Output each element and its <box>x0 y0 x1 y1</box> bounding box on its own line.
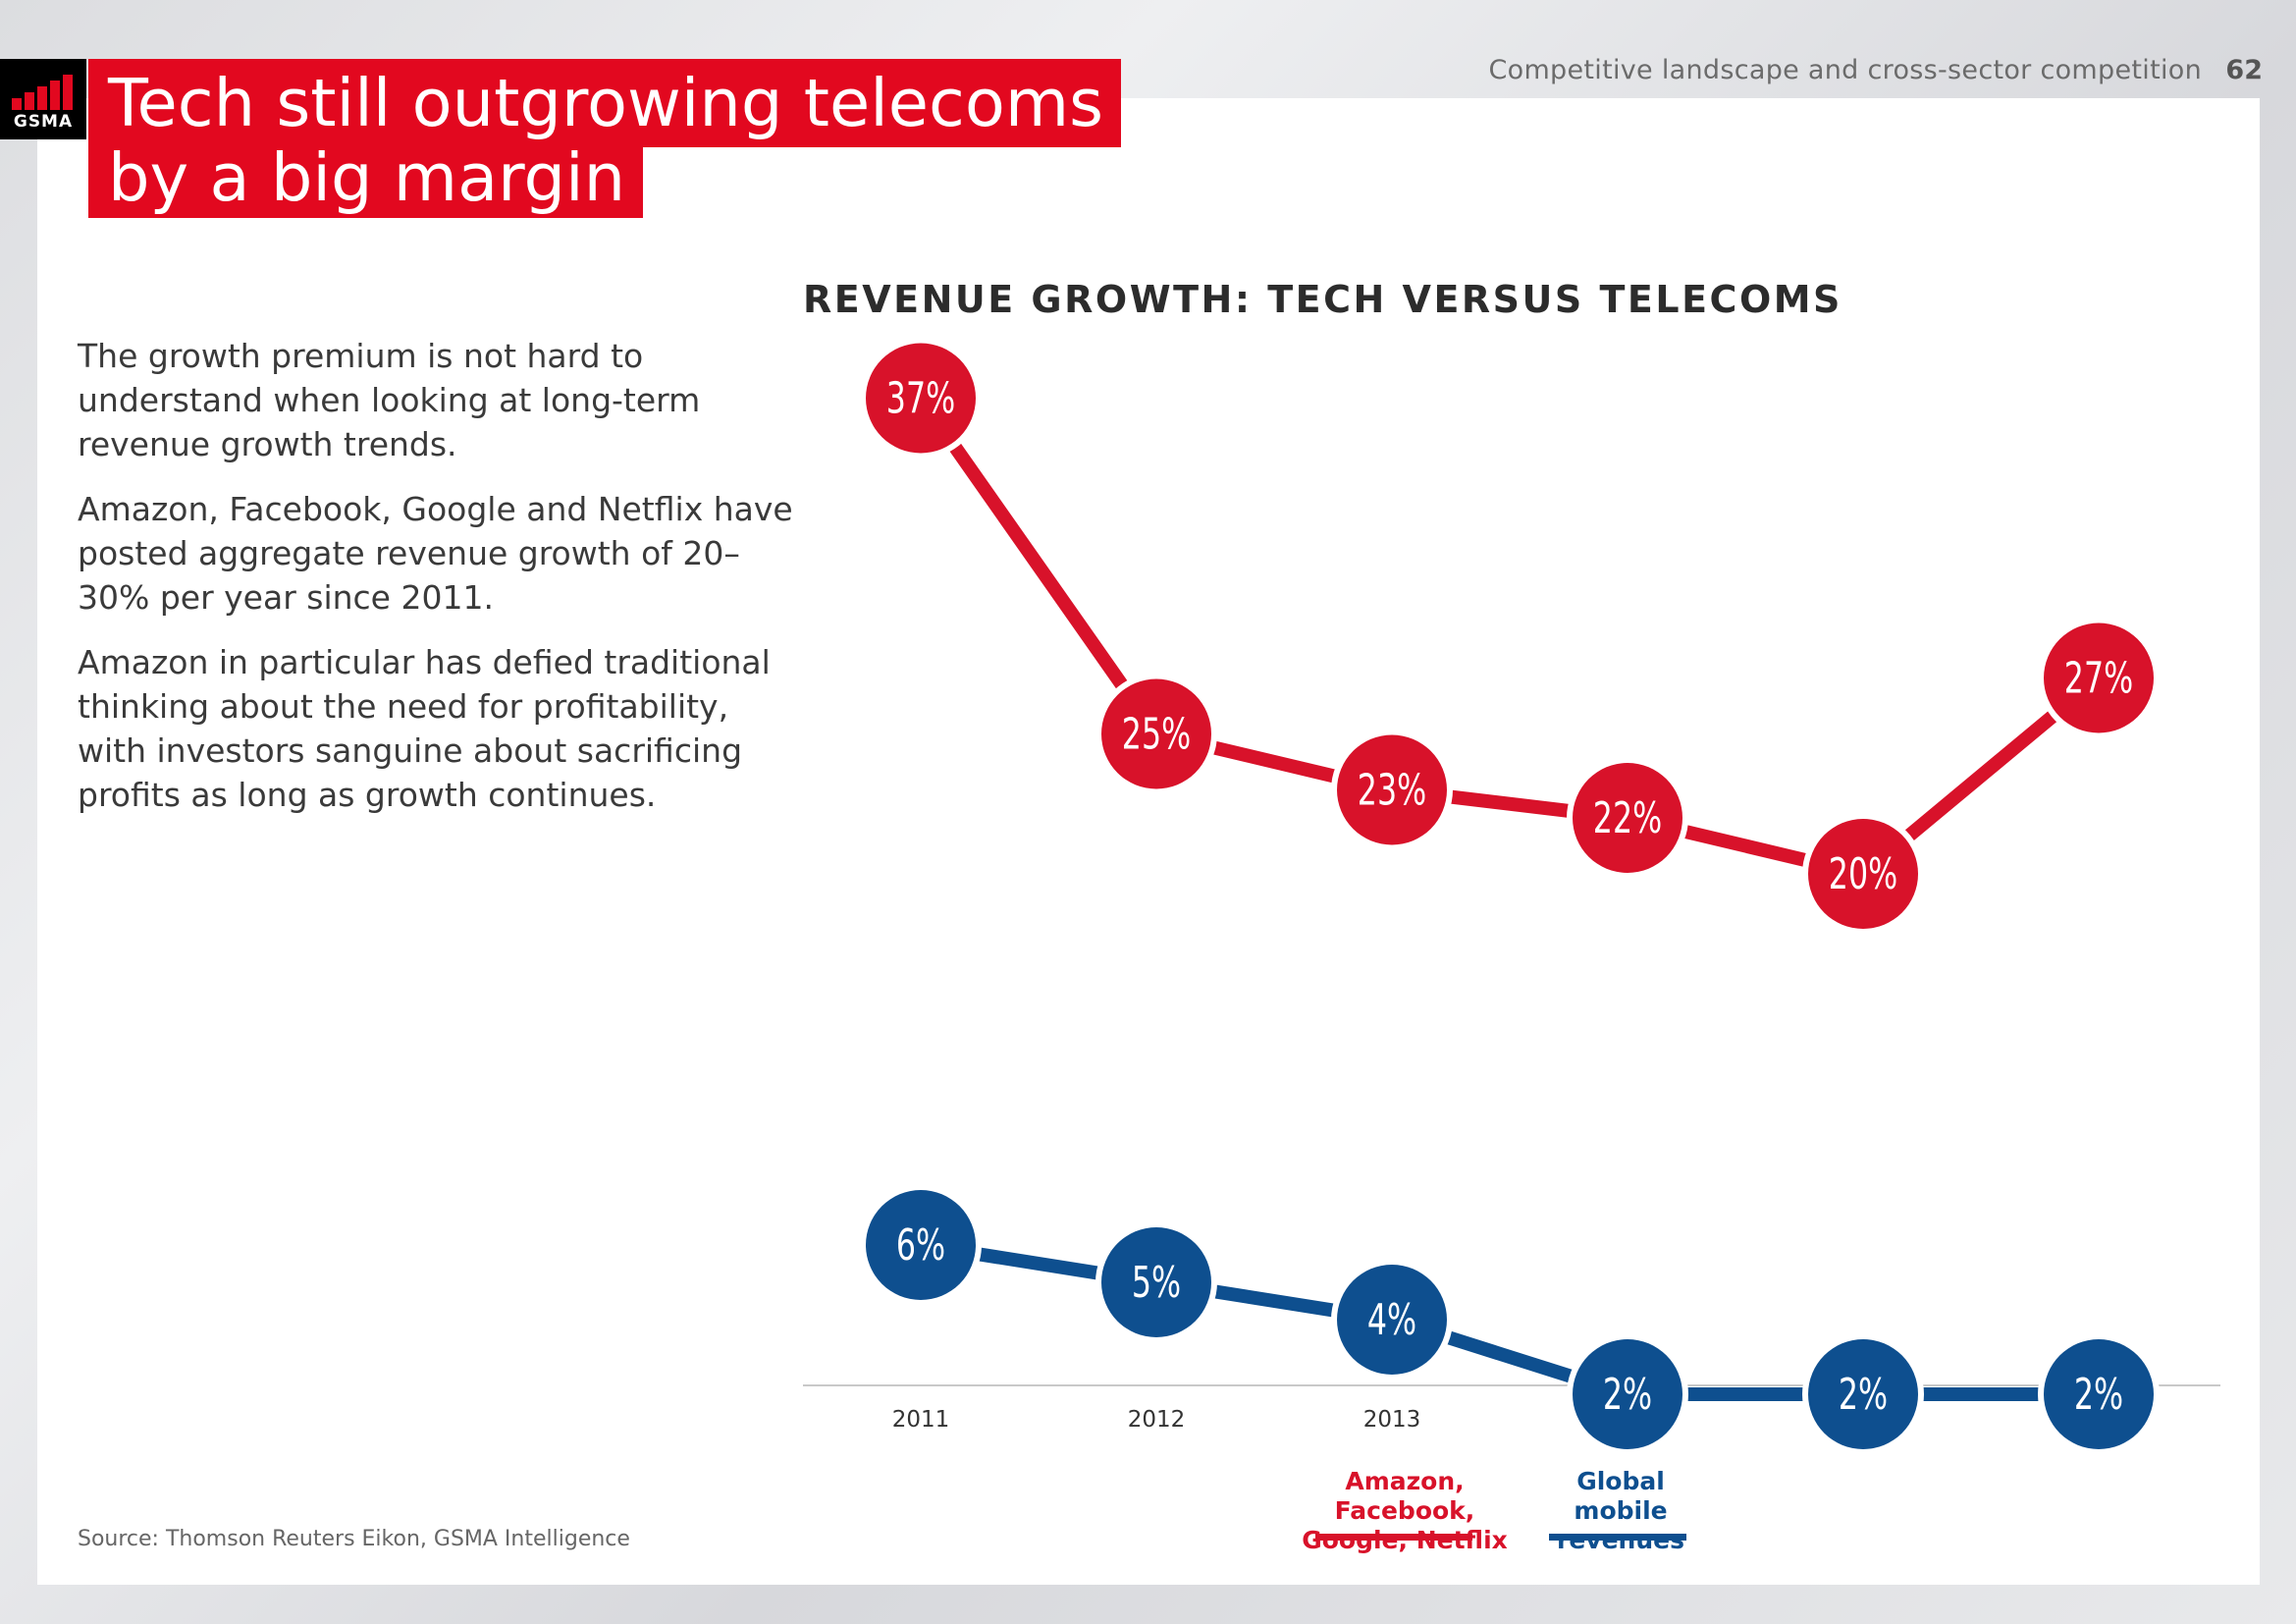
series-line-tech <box>915 394 2104 882</box>
data-label: 27% <box>2064 653 2133 704</box>
gsma-bars-icon <box>12 75 73 110</box>
x-tick-label: 2011 <box>892 1407 950 1433</box>
data-point-tech <box>2044 623 2154 733</box>
page-title-line-2: by a big margin <box>88 145 644 218</box>
data-label: 2% <box>1839 1370 1888 1421</box>
data-point-telecom <box>1101 1227 1211 1337</box>
data-label: 4% <box>1367 1295 1416 1346</box>
page-title-line-1: Tech still outgrowing telecoms <box>88 59 1122 147</box>
data-point-telecom <box>2044 1339 2154 1449</box>
x-tick-label: 2012 <box>1128 1407 1186 1433</box>
legend-label-telecom: Global mobile revenues <box>1527 1467 1714 1555</box>
data-point-tech <box>1337 734 1447 845</box>
data-point-tech <box>1573 763 1682 873</box>
legend-label-tech: Amazon, Facebook, Google, Netflix <box>1282 1467 1527 1555</box>
data-point-tech <box>1101 678 1211 789</box>
data-point-tech <box>866 343 976 454</box>
section-title: Competitive landscape and cross-sector c… <box>1488 55 2202 85</box>
data-point-telecom <box>866 1190 976 1300</box>
x-tick-label: 2013 <box>1363 1407 1421 1433</box>
chart-title: REVENUE GROWTH: TECH VERSUS TELECOMS <box>803 278 1842 321</box>
legend-swatch-tech <box>1315 1534 1472 1541</box>
data-label: 5% <box>1132 1258 1181 1309</box>
gsma-logo-text: GSMA <box>13 112 74 132</box>
data-label: 25% <box>1122 709 1191 760</box>
data-point-telecom <box>1573 1339 1682 1449</box>
data-label: 22% <box>1593 793 1662 844</box>
source-note: Source: Thomson Reuters Eikon, GSMA Inte… <box>78 1527 630 1551</box>
legend-swatch-telecom <box>1549 1534 1686 1541</box>
data-point-telecom <box>1337 1265 1447 1375</box>
paragraph: The growth premium is not hard to unders… <box>78 337 701 463</box>
paragraph: Amazon, Facebook, Google and Netflix hav… <box>78 490 793 617</box>
data-point-tech <box>1808 819 1918 929</box>
data-label: 2% <box>2074 1370 2123 1421</box>
paragraph: Amazon in particular has defied traditio… <box>78 643 771 814</box>
legend-telecom-line-2: revenues <box>1527 1526 1714 1555</box>
data-label: 23% <box>1358 765 1426 816</box>
data-label: 6% <box>896 1220 945 1272</box>
page-number: 62 <box>2225 55 2263 85</box>
data-point-telecom <box>1808 1339 1918 1449</box>
legend-telecom-line-1: Global mobile <box>1574 1467 1668 1525</box>
gsma-logo: GSMA <box>0 59 86 139</box>
legend-tech-line-1: Amazon, Facebook, <box>1334 1467 1475 1525</box>
legend-tech-line-2: Google, Netflix <box>1282 1526 1527 1555</box>
data-label: 20% <box>1829 849 1897 900</box>
data-label: 2% <box>1603 1370 1652 1421</box>
body-text: The growth premium is not hard to unders… <box>78 334 794 838</box>
data-label: 37% <box>886 373 955 424</box>
